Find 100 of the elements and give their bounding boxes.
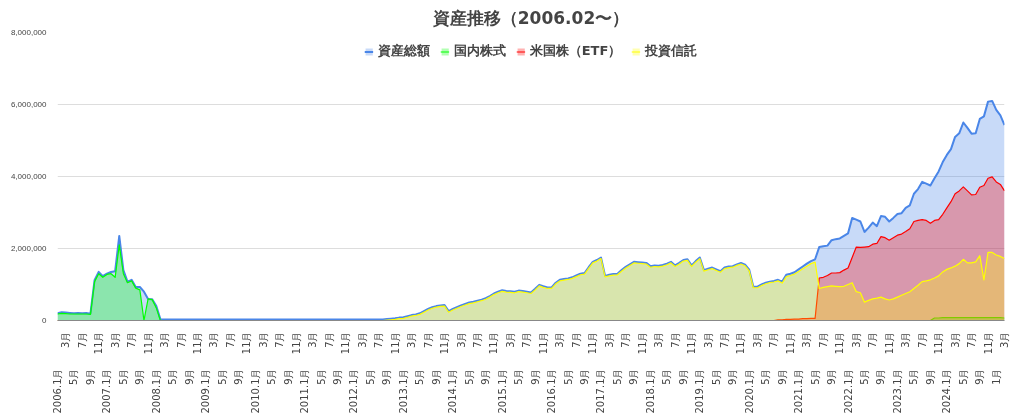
x-tick-label: 5月 (266, 368, 278, 385)
x-tick-label: 2024.1月 (941, 368, 953, 414)
x-tick-label: 5月 (908, 368, 920, 385)
chart-title: 資産推移（2006.02〜） (431, 7, 630, 28)
x-tick-label: 2023.1月 (891, 368, 903, 414)
x-tick-label: 2019.1月 (694, 368, 706, 414)
x-tick-label: 1月 (990, 368, 1002, 385)
x-tick-label: 7月 (867, 331, 879, 348)
x-tick-label: 9月 (282, 368, 294, 385)
x-tick-label: 2022.1月 (842, 368, 854, 414)
x-tick-label: 11月 (735, 331, 747, 355)
x-tick-label: 9月 (727, 368, 739, 385)
x-tick-label: 5月 (562, 368, 574, 385)
x-tick-label: 7月 (719, 331, 731, 348)
x-tick-label: 7月 (620, 331, 632, 348)
x-tick-label: 5月 (859, 368, 871, 385)
x-tick-label: 5月 (513, 368, 525, 385)
y-tick-label: 6,000,000 (10, 100, 48, 109)
x-tick-label: 9月 (529, 368, 541, 385)
x-tick-label: 9月 (381, 368, 393, 385)
x-tick-label: 5月 (760, 368, 772, 385)
x-tick-label: 3月 (257, 331, 269, 348)
x-tick-label: 11月 (982, 331, 994, 355)
x-tick-label: 5月 (661, 368, 673, 385)
x-tick-label: 5月 (364, 368, 376, 385)
x-tick-label: 2012.1月 (348, 368, 360, 414)
x-tick-label: 11月 (290, 331, 302, 355)
x-tick-label: 7月 (768, 331, 780, 348)
x-tick-label: 11月 (587, 331, 599, 355)
x-tick-label: 2015.1月 (496, 368, 508, 414)
x-tick-label: 9月 (776, 368, 788, 385)
x-tick-label: 3月 (603, 331, 615, 348)
x-tick-label: 11月 (636, 331, 648, 355)
legend-label: 投資信託 (645, 42, 698, 60)
x-tick-label: 5月 (167, 368, 179, 385)
x-tick-label: 9月 (480, 368, 492, 385)
x-tick-label: 2007.1月 (101, 368, 113, 414)
x-tick-label: 9月 (826, 368, 838, 385)
x-tick-label: 2021.1月 (793, 368, 805, 414)
x-tick-label: 3月 (653, 331, 665, 348)
x-tick-label: 5月 (68, 368, 80, 385)
y-tick-label: 2,000,000 (10, 244, 48, 253)
x-tick-label: 11月 (784, 331, 796, 355)
x-tick-label: 9月 (84, 368, 96, 385)
x-tick-label: 3月 (504, 331, 516, 348)
x-tick-label: 3月 (751, 331, 763, 348)
x-tick-label: 11月 (834, 331, 846, 355)
x-tick-label: 3月 (208, 331, 220, 348)
x-tick-label: 11月 (686, 331, 698, 355)
x-tick-label: 11月 (191, 331, 203, 355)
x-tick-label: 2016.1月 (546, 368, 558, 414)
x-tick-label: 3月 (109, 331, 121, 348)
x-tick-label: 9月 (875, 368, 887, 385)
x-tick-label: 2008.1月 (150, 368, 162, 414)
x-tick-label: 11月 (439, 331, 451, 355)
x-tick-label: 5月 (315, 368, 327, 385)
x-tick-label: 9月 (233, 368, 245, 385)
x-tick-label: 5月 (414, 368, 426, 385)
x-tick-label: 5月 (463, 368, 475, 385)
x-tick-label: 9月 (677, 368, 689, 385)
x-tick-label: 3月 (159, 331, 171, 348)
x-tick-label: 11月 (389, 331, 401, 355)
x-tick-label: 3月 (307, 331, 319, 348)
x-tick-label: 3月 (356, 331, 368, 348)
x-tick-label: 7月 (373, 331, 385, 348)
x-tick-label: 11月 (93, 331, 105, 355)
x-tick-label: 9月 (628, 368, 640, 385)
legend-label: 国内株式 (453, 42, 506, 60)
x-tick-label: 7月 (323, 331, 335, 348)
x-tick-label: 7月 (274, 331, 286, 348)
x-tick-label: 2009.1月 (200, 368, 212, 414)
x-tick-label: 3月 (801, 331, 813, 348)
x-tick-label: 11月 (340, 331, 352, 355)
x-tick-label: 11月 (488, 331, 500, 355)
y-tick-label: 0 (42, 316, 48, 325)
x-tick-label: 7月 (175, 331, 187, 348)
x-tick-label: 3月 (949, 331, 961, 348)
x-tick-label: 3月 (455, 331, 467, 348)
x-tick-label: 7月 (817, 331, 829, 348)
x-tick-label: 3月 (900, 331, 912, 348)
x-tick-label: 11月 (883, 331, 895, 355)
x-tick-label: 9月 (183, 368, 195, 385)
x-tick-label: 2018.1月 (644, 368, 656, 414)
x-tick-label: 7月 (76, 331, 88, 348)
x-tick-label: 3月 (850, 331, 862, 348)
x-tick-label: 11月 (933, 331, 945, 355)
x-tick-label: 2006.1月 (52, 368, 63, 414)
x-tick-label: 2020.1月 (743, 368, 755, 414)
x-tick-label: 7月 (669, 331, 681, 348)
x-tick-label: 5月 (809, 368, 821, 385)
x-tick-label: 9月 (134, 368, 146, 385)
x-tick-label: 5月 (710, 368, 722, 385)
x-tick-label: 7月 (422, 331, 434, 348)
x-tick-label: 9月 (579, 368, 591, 385)
x-tick-label: 9月 (974, 368, 986, 385)
x-tick-label: 2014.1月 (447, 368, 459, 414)
x-tick-label: 11月 (537, 331, 549, 355)
x-tick-label: 7月 (570, 331, 582, 348)
y-tick-label: 4,000,000 (10, 172, 48, 181)
x-tick-label: 11月 (142, 331, 154, 355)
